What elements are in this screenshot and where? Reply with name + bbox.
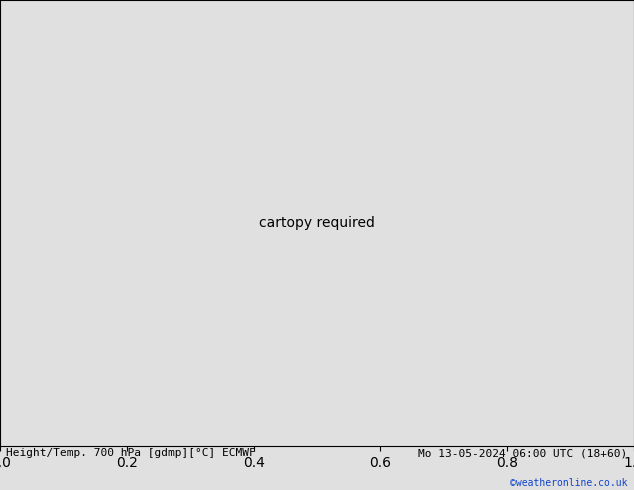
Text: ©weatheronline.co.uk: ©weatheronline.co.uk bbox=[510, 478, 628, 488]
Text: Height/Temp. 700 hPa [gdmp][°C] ECMWF: Height/Temp. 700 hPa [gdmp][°C] ECMWF bbox=[6, 448, 256, 458]
Text: Mo 13-05-2024 06:00 UTC (18+60): Mo 13-05-2024 06:00 UTC (18+60) bbox=[418, 448, 628, 458]
Text: cartopy required: cartopy required bbox=[259, 216, 375, 230]
